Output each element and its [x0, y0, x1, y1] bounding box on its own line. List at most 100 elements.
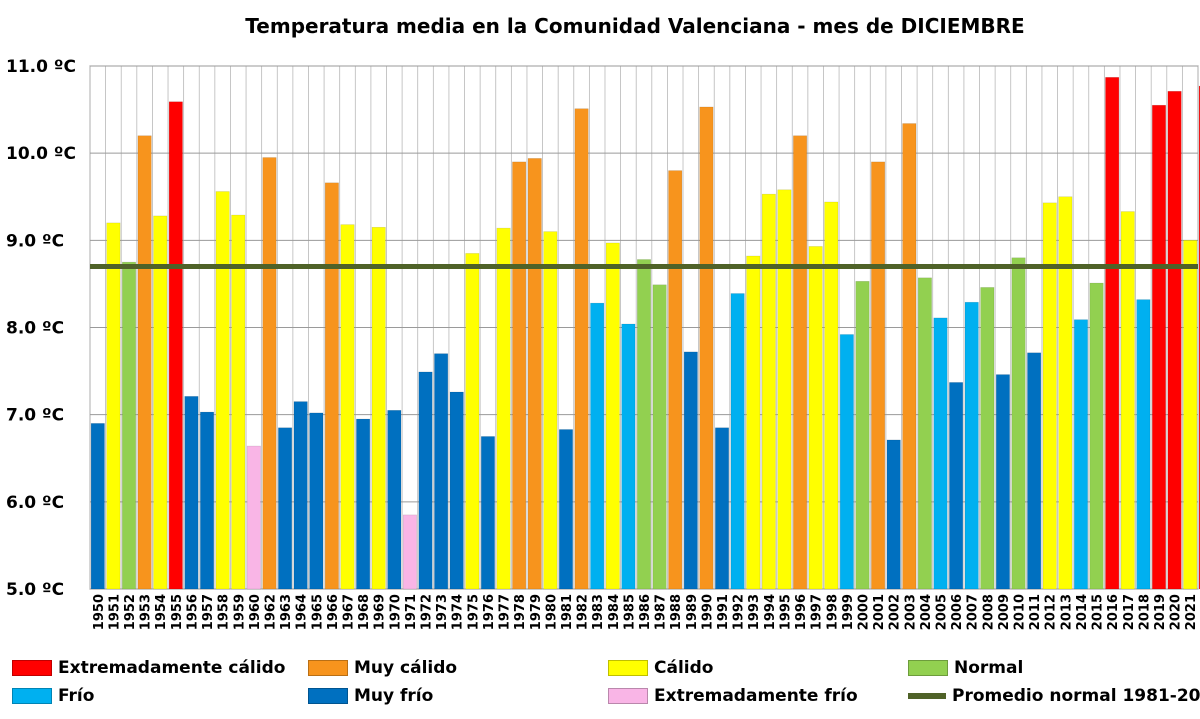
legend-label: Extremadamente frío	[654, 686, 858, 706]
x-tick-label: 1957	[201, 594, 216, 630]
bar-1992	[730, 293, 745, 590]
legend-item-muy-calido: Muy cálido	[308, 658, 457, 678]
x-tick-label: 1993	[747, 594, 762, 630]
bar-2016	[1105, 77, 1120, 590]
legend-item-extremadamente-frio: Extremadamente frío	[608, 686, 858, 706]
axes: 5.0 ºC 6.0 ºC 7.0 ºC 8.0 ºC 9.0 ºC 10.0 ºC 11.…	[6, 57, 1199, 630]
bars	[90, 77, 1200, 590]
x-tick-label: 1992	[732, 594, 747, 630]
bar-1986	[636, 259, 652, 590]
bar-1960	[246, 445, 261, 590]
x-tick-label: 1994	[763, 594, 778, 630]
bar-1968	[356, 418, 371, 590]
bar-1974	[449, 391, 464, 590]
x-tick-label: 2012	[1044, 594, 1059, 630]
bar-1995	[777, 189, 792, 590]
bar-1963	[278, 427, 293, 590]
bar-2020	[1167, 90, 1182, 590]
x-tick-label: 1965	[310, 594, 325, 630]
bar-1956	[184, 396, 199, 590]
x-tick-label: 1997	[810, 594, 825, 630]
bar-1950	[90, 423, 105, 590]
bar-1957	[200, 411, 215, 590]
bar-1994	[761, 193, 776, 590]
x-tick-label: 2006	[950, 594, 965, 630]
x-tick-label: 1996	[794, 594, 809, 630]
bar-2017	[1120, 211, 1135, 590]
bar-2019	[1151, 104, 1166, 590]
bar-1976	[480, 436, 495, 590]
x-tick-label: 1967	[341, 594, 356, 630]
bar-2002	[886, 439, 901, 590]
bar-1971	[402, 514, 417, 590]
y-tick-label: 10.0 ºC	[6, 144, 76, 164]
legend-item-extremadamente-calido: Extremadamente cálido	[12, 658, 285, 678]
x-tick-label: 1958	[217, 594, 232, 630]
x-tick-label: 2017	[1122, 594, 1137, 630]
x-tick-label: 2018	[1137, 594, 1152, 630]
bar-1988	[668, 170, 683, 590]
x-tick-label: 1971	[404, 594, 419, 630]
bar-1970	[387, 410, 402, 590]
x-tick-label: 2015	[1091, 594, 1106, 630]
legend: Extremadamente cálido Muy cálido Cálido …	[0, 650, 1200, 719]
x-tick-label: 2016	[1106, 594, 1121, 630]
y-tick-label: 7.0 ºC	[6, 406, 64, 426]
x-tick-label: 2005	[935, 594, 950, 630]
legend-label: Muy frío	[354, 686, 434, 706]
x-tick-label: 1950	[92, 594, 107, 630]
bar-1967	[340, 224, 355, 590]
bar-2001	[871, 161, 886, 590]
x-tick-label: 1959	[232, 594, 247, 630]
x-tick-label: 1963	[279, 594, 294, 630]
bar-2018	[1136, 299, 1151, 590]
x-tick-label: 1995	[778, 594, 793, 630]
legend-swatch	[308, 688, 348, 704]
x-tick-label: 1984	[607, 594, 622, 630]
x-tick-label: 1998	[825, 594, 840, 630]
x-tick-label: 2008	[981, 594, 996, 630]
x-tick-label: 2000	[856, 594, 871, 630]
bar-1985	[621, 323, 636, 590]
x-tick-label: 1968	[357, 594, 372, 630]
x-tick-label: 2001	[872, 594, 887, 630]
bar-1955	[168, 101, 183, 590]
x-tick-label: 1977	[498, 594, 513, 630]
x-tick-label: 1953	[139, 594, 154, 630]
bar-1997	[808, 246, 823, 590]
bar-2008	[980, 287, 995, 590]
x-tick-label: 1954	[154, 594, 169, 630]
x-tick-label: 1991	[716, 594, 731, 630]
bar-1993	[746, 255, 761, 590]
x-tick-label: 1986	[638, 594, 653, 630]
x-tick-label: 1989	[685, 594, 700, 630]
bar-2009	[995, 374, 1010, 590]
x-tick-label: 1969	[373, 594, 388, 630]
bar-2003	[902, 123, 917, 590]
legend-swatch	[12, 688, 52, 704]
bar-2007	[964, 301, 979, 590]
x-tick-label: 1951	[107, 594, 122, 630]
x-tick-label: 1976	[482, 594, 497, 630]
bar-1978	[512, 161, 527, 590]
bar-1965	[309, 412, 324, 590]
x-tick-label: 1973	[435, 594, 450, 630]
y-tick-label: 6.0 ºC	[6, 493, 64, 513]
x-tick-label: 2010	[1013, 594, 1028, 630]
legend-item-calido: Cálido	[608, 658, 713, 678]
bar-1975	[465, 253, 480, 590]
x-tick-label: 2009	[997, 594, 1012, 630]
x-tick-label: 1980	[544, 594, 559, 630]
y-tick-label: 9.0 ºC	[6, 231, 64, 251]
x-tick-label: 2014	[1075, 594, 1090, 630]
x-tick-label: 1988	[669, 594, 684, 630]
x-tick-label: 1990	[700, 594, 715, 630]
bar-1969	[371, 226, 386, 590]
bar-1999	[839, 334, 854, 590]
bar-2004	[917, 277, 932, 590]
bar-1952	[122, 261, 137, 590]
x-tick-label: 2020	[1169, 594, 1184, 630]
bar-1996	[793, 135, 808, 590]
x-tick-label: 1985	[622, 594, 637, 630]
x-tick-label: 2013	[1059, 594, 1074, 630]
